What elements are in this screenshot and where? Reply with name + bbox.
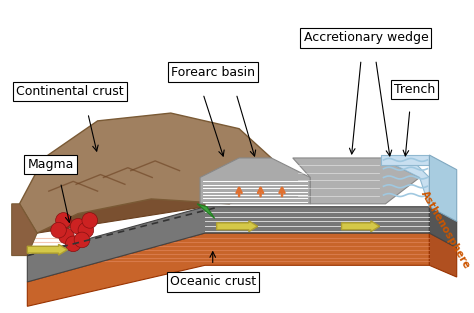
Circle shape	[78, 222, 94, 238]
Text: Magma: Magma	[27, 158, 74, 171]
Polygon shape	[19, 179, 205, 233]
FancyArrow shape	[27, 244, 67, 255]
Text: Trench: Trench	[394, 83, 435, 96]
Polygon shape	[197, 204, 215, 218]
Circle shape	[74, 232, 90, 248]
Circle shape	[65, 236, 81, 252]
Circle shape	[59, 228, 74, 244]
FancyArrow shape	[342, 221, 380, 232]
Polygon shape	[429, 233, 457, 277]
Polygon shape	[27, 233, 429, 306]
Circle shape	[51, 222, 66, 238]
Text: Continental crust: Continental crust	[17, 85, 124, 98]
Polygon shape	[12, 204, 37, 255]
Polygon shape	[381, 158, 429, 207]
Text: Oceanic crust: Oceanic crust	[170, 275, 256, 288]
Text: Accretionary wedge: Accretionary wedge	[303, 31, 428, 44]
Circle shape	[70, 218, 86, 234]
Polygon shape	[19, 113, 271, 233]
Circle shape	[55, 213, 71, 228]
Polygon shape	[429, 155, 457, 221]
FancyArrow shape	[217, 221, 258, 232]
Polygon shape	[293, 158, 419, 204]
Circle shape	[82, 213, 98, 228]
Polygon shape	[27, 207, 429, 282]
Polygon shape	[381, 155, 429, 165]
Polygon shape	[429, 207, 457, 248]
Polygon shape	[200, 158, 310, 204]
Text: Forearc basin: Forearc basin	[171, 66, 255, 79]
Text: Asthenosphere: Asthenosphere	[419, 189, 472, 271]
